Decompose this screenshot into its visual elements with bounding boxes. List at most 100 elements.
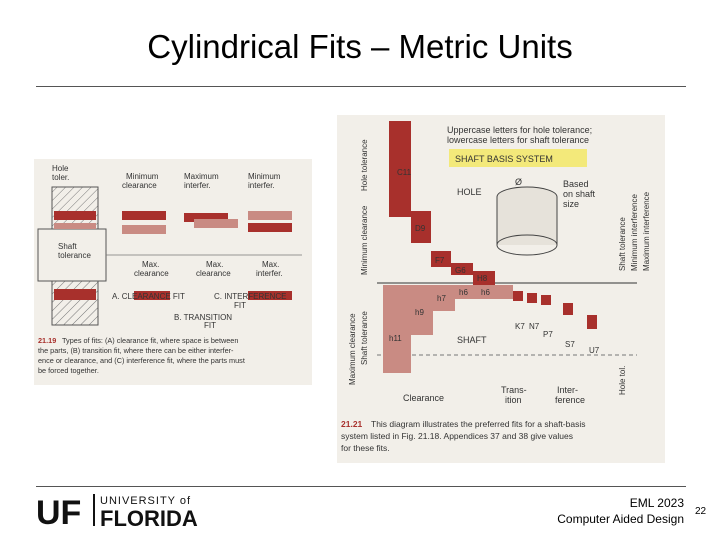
code-f7: F7 xyxy=(435,256,445,265)
figure-types-of-fits: Hole toler. Shaft tolerance Minimum clea… xyxy=(34,159,312,385)
max-clearance-a-label-1: Max. xyxy=(142,260,159,269)
logo-florida: FLORIDA xyxy=(100,506,198,530)
transition-label-1: Trans- xyxy=(501,385,527,395)
bar-h6-3 xyxy=(499,285,513,299)
footer-divider xyxy=(36,486,686,487)
shaft-tol-label-1: Shaft xyxy=(58,242,77,251)
right-caption-line-2: system listed in Fig. 21.18. Appendices … xyxy=(341,431,573,441)
interference-fit-label-1: C. INTERFERENCE xyxy=(214,292,286,301)
logo-university-of: UNIVERSITY of xyxy=(100,495,191,507)
bar-f7 xyxy=(431,251,451,267)
hole-toler-label-2: toler. xyxy=(52,173,69,182)
phi-symbol: Ø xyxy=(515,177,522,187)
hole-tol-lower xyxy=(54,291,96,300)
logo-uf: UF xyxy=(36,494,81,530)
left-fig-labels: Hole toler. Shaft tolerance Minimum clea… xyxy=(52,164,286,330)
code-h9: h9 xyxy=(415,308,424,317)
min-interfer-label-1: Minimum xyxy=(248,172,281,181)
right-caption-line-3: for these fits. xyxy=(341,443,390,453)
bar-h9 xyxy=(411,285,433,335)
max-clearance-b-label-2: clearance xyxy=(196,269,231,278)
vertical-axis-labels: Maximum clearance Minimum clearance Hole… xyxy=(348,139,651,395)
code-d9: D9 xyxy=(415,224,426,233)
code-h11: h11 xyxy=(389,334,402,343)
max-interfer-label-2: interfer. xyxy=(184,181,211,190)
max-interfer-b-label-1: Max. xyxy=(262,260,279,269)
bar-h8 xyxy=(473,271,495,285)
shaft-body xyxy=(37,228,107,282)
code-c11: C11 xyxy=(397,168,412,177)
bar-k7 xyxy=(513,291,523,301)
max-clearance-b-label-1: Max. xyxy=(206,260,223,269)
code-h6-1: h6 xyxy=(459,288,468,297)
max-clearance-a-label-2: clearance xyxy=(134,269,169,278)
axis-hole-tolerance: Hole tolerance xyxy=(360,139,369,191)
code-k7: K7 xyxy=(515,322,525,331)
left-caption: 21.19 Types of fits: (A) clearance fit, … xyxy=(38,336,245,375)
bar-c11 xyxy=(389,121,411,217)
cylinder-body xyxy=(497,197,557,245)
right-caption-line-1: This diagram illustrates the preferred f… xyxy=(371,419,585,429)
max-interfer-b-label-2: interfer. xyxy=(256,269,283,278)
bar-n7 xyxy=(527,293,537,303)
transition-label-2: ition xyxy=(505,395,522,405)
interference-shaft-band xyxy=(248,211,292,220)
page-number: 22 xyxy=(695,506,707,517)
interference-label-2: ference xyxy=(555,395,585,405)
shaft-tol-band xyxy=(54,223,96,229)
based-on-2: on shaft xyxy=(563,189,596,199)
transition-fit-label-2: FIT xyxy=(204,321,216,330)
interference-lower xyxy=(248,291,292,300)
bar-h11 xyxy=(383,285,411,373)
axis-max-interference: Maximum interference xyxy=(642,191,651,271)
left-caption-line-3: ence or clearance, and (C) interference … xyxy=(38,356,245,365)
bar-h6-2 xyxy=(477,285,499,299)
left-caption-line-1: Types of fits: (A) clearance fit, where … xyxy=(62,336,238,345)
interference-hole-band xyxy=(248,223,292,232)
min-clearance-label-1: Minimum xyxy=(126,172,159,181)
bar-u7 xyxy=(587,315,597,329)
code-g6: G6 xyxy=(455,266,466,275)
code-n7: N7 xyxy=(529,322,540,331)
bar-h6-1 xyxy=(455,285,477,299)
axis-min-interference: Minimum interference xyxy=(630,194,639,271)
min-clearance-label-2: clearance xyxy=(122,181,157,190)
right-caption-num: 21.21 xyxy=(341,419,363,429)
cylinder-bottom xyxy=(496,234,558,256)
interference-label-1: Inter- xyxy=(557,385,578,395)
bar-s7 xyxy=(563,303,573,315)
clearance-fit-label: A. CLEARANCE FIT xyxy=(112,292,185,301)
left-caption-line-4: be forced together. xyxy=(38,366,99,375)
right-caption: 21.21 This diagram illustrates the prefe… xyxy=(341,419,585,453)
max-interfer-label-1: Maximum xyxy=(184,172,219,181)
shaft-tol-label-2: tolerance xyxy=(58,251,91,260)
code-h7: h7 xyxy=(437,294,446,303)
left-caption-line-2: the parts, (B) transition fit, where the… xyxy=(38,346,234,355)
bar-g6 xyxy=(451,263,473,275)
axis-right-shaft-tolerance: Shaft tolerance xyxy=(618,217,627,271)
hole-toler-label-1: Hole xyxy=(52,164,69,173)
footer-course-code: EML 2023 xyxy=(629,496,684,510)
figure-shaft-basis-system: Uppercase letters for hole tolerance; lo… xyxy=(337,115,665,463)
transition-fit-label-1: B. TRANSITION xyxy=(174,313,232,322)
university-of-florida-logo: UF UNIVERSITY of FLORIDA xyxy=(36,490,236,532)
slide-title: Cylindrical Fits – Metric Units xyxy=(147,28,573,65)
system-label: SHAFT BASIS SYSTEM xyxy=(455,154,553,164)
clearance-lower xyxy=(134,291,170,300)
bar-h7 xyxy=(433,285,455,311)
right-fig-labels: Uppercase letters for hole tolerance; lo… xyxy=(389,125,600,405)
code-u7: U7 xyxy=(589,346,600,355)
clearance-hole-band xyxy=(122,211,166,220)
transition-shaft-band xyxy=(194,219,238,228)
legend-line-2: lowercase letters for shaft tolerance xyxy=(447,135,589,145)
min-interfer-label-2: interfer. xyxy=(248,181,275,190)
clearance-shaft-band xyxy=(122,225,166,234)
hole-tol-band-top xyxy=(54,211,96,220)
uf-logo-svg: UF UNIVERSITY of FLORIDA xyxy=(36,494,198,532)
shaft-label: SHAFT xyxy=(457,335,487,345)
legend-line-1: Uppercase letters for hole tolerance; xyxy=(447,125,592,135)
fits-diagram-svg: Hole toler. Shaft tolerance Minimum clea… xyxy=(37,164,302,375)
code-h8: H8 xyxy=(477,274,488,283)
based-on-3: size xyxy=(563,199,579,209)
transition-hole-band xyxy=(184,213,228,222)
